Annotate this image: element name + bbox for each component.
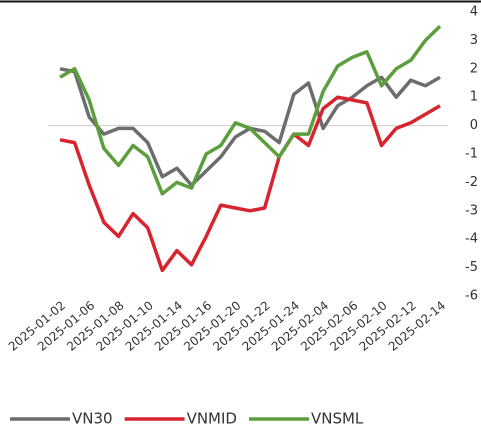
legend-label: VNMID <box>187 410 237 428</box>
y-tick-label: -5 <box>465 260 478 275</box>
y-tick-label: -3 <box>465 203 478 218</box>
series-line <box>59 95 441 273</box>
y-tick-label: -2 <box>465 175 478 190</box>
y-tick-label: 4 <box>470 5 478 20</box>
series-line <box>59 24 442 196</box>
y-tick-label: 3 <box>470 33 478 48</box>
legend-label: VN30 <box>72 410 113 428</box>
y-tick-label: 1 <box>470 90 478 105</box>
y-tick-label: 0 <box>470 118 478 133</box>
y-tick-label: -4 <box>465 232 478 247</box>
y-tick-label: -6 <box>465 289 478 304</box>
y-tick-label: -1 <box>465 147 478 162</box>
legend-label: VNSML <box>311 410 364 428</box>
y-tick-label: 2 <box>470 61 478 76</box>
